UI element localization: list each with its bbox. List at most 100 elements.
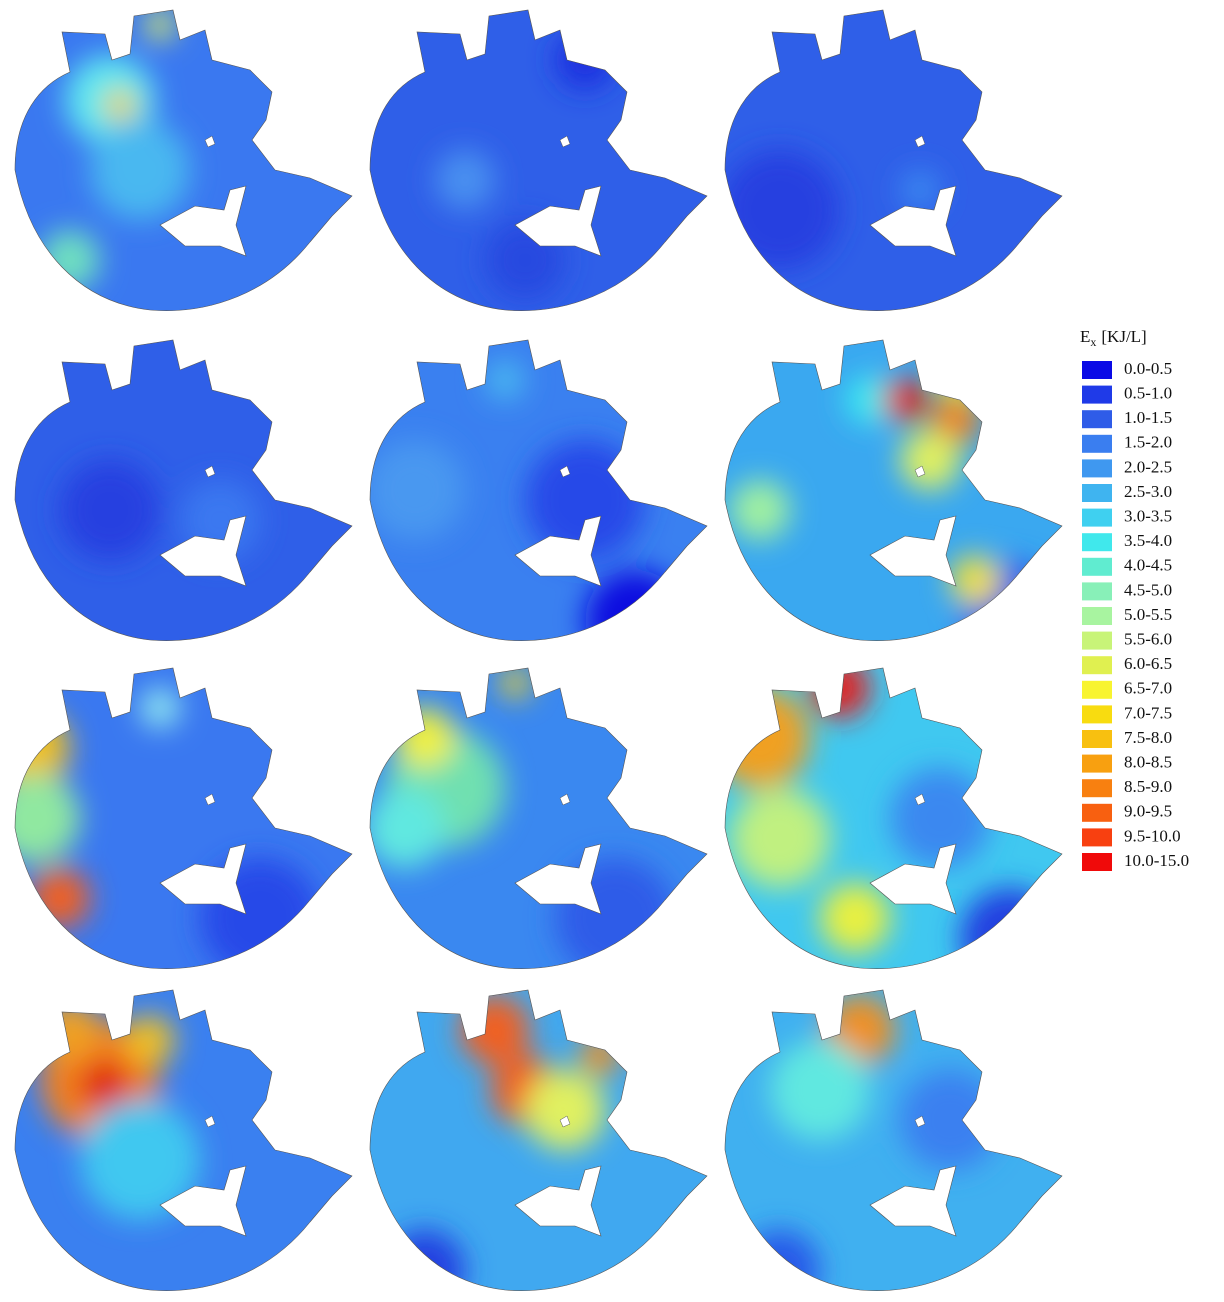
legend-swatch [1082, 607, 1112, 625]
map-panel [720, 10, 1065, 320]
legend-label: 9.0-9.5 [1124, 802, 1172, 821]
legend-swatch [1082, 484, 1112, 502]
map-blob [525, 1070, 605, 1150]
map-blob [960, 888, 1060, 988]
legend-label: 1.5-2.0 [1124, 433, 1172, 452]
legend-entries: 0.0-0.5 0.5-1.0 1.0-1.5 1.5-2.0 2.0-2.5 2.5-3… [1082, 359, 1189, 871]
map-fill [10, 10, 355, 320]
map-blob [125, 1015, 175, 1065]
legend-label: 3.5-4.0 [1124, 531, 1172, 550]
map-blob [730, 480, 790, 540]
legend-title-unit: [KJ/L] [1101, 327, 1146, 346]
legend-label: 5.0-5.5 [1124, 605, 1172, 624]
legend-swatch [1082, 681, 1112, 699]
legend-swatch [1082, 632, 1112, 650]
map-blob [580, 1035, 620, 1075]
legend-swatch [1082, 730, 1112, 748]
legend-label: 2.5-3.0 [1124, 482, 1172, 501]
map-blob [730, 788, 830, 888]
map-blob [900, 170, 940, 210]
map-panel [365, 990, 710, 1297]
map-blob [720, 150, 840, 270]
legend-swatch [1082, 656, 1112, 674]
map-blob [80, 1060, 130, 1110]
map-fill [365, 10, 710, 320]
map-blob [365, 440, 465, 540]
legend-title: Ex [KJ/L] [1080, 327, 1147, 349]
map-blob [90, 120, 190, 220]
map-panels [0, 10, 1065, 1297]
map-panel [10, 990, 355, 1297]
legend-swatch [1082, 361, 1112, 379]
legend-title-symbol: E [1080, 327, 1090, 346]
figure: Ex [KJ/L] 0.0-0.5 0.5-1.0 1.0-1.5 1.5-2.0 2.0… [0, 0, 1224, 1297]
map-blob [104, 89, 136, 121]
map-background [10, 340, 355, 650]
map-blob [435, 150, 495, 210]
legend-swatch [1082, 582, 1112, 600]
legend-label: 6.5-7.0 [1124, 679, 1172, 698]
map-panel [10, 10, 355, 320]
map-fill [365, 990, 710, 1297]
map-blob [460, 995, 530, 1065]
map-blob [810, 658, 870, 718]
legend-swatch [1082, 509, 1112, 527]
map-fill [720, 10, 1065, 320]
legend-label: 7.0-7.5 [1124, 703, 1172, 722]
map-fill [365, 668, 710, 978]
legend-swatch [1082, 705, 1112, 723]
legend-label: 4.0-4.5 [1124, 556, 1172, 575]
map-blob [950, 555, 1000, 605]
legend-swatch [1082, 533, 1112, 551]
map-blob [145, 10, 175, 40]
map-blob [140, 688, 180, 728]
map-blob [555, 30, 615, 90]
legend-label: 9.5-10.0 [1124, 826, 1181, 845]
map-blob [485, 360, 525, 400]
legend-label: 1.0-1.5 [1124, 408, 1172, 427]
legend-swatch [1082, 386, 1112, 404]
legend-swatch [1082, 435, 1112, 453]
legend-swatch [1082, 755, 1112, 773]
map-panel [710, 658, 1065, 988]
legend-swatch [1082, 853, 1112, 871]
legend-label: 2.0-2.5 [1124, 457, 1172, 476]
legend-label: 3.0-3.5 [1124, 507, 1172, 526]
map-panel [720, 990, 1065, 1297]
map-background [365, 990, 710, 1297]
map-blob [60, 460, 160, 560]
map-fill [720, 340, 1065, 660]
legend-title-subscript: x [1090, 335, 1096, 349]
legend-swatch [1082, 779, 1112, 797]
legend-swatch [1082, 558, 1112, 576]
map-panel [365, 668, 710, 978]
map-blob [500, 668, 530, 698]
legend-swatch [1082, 410, 1112, 428]
legend-label: 5.5-6.0 [1124, 630, 1172, 649]
map-fill [365, 340, 710, 670]
map-panel [0, 668, 355, 978]
map-blob [883, 378, 927, 422]
map-blob [30, 868, 90, 928]
map-blob [40, 230, 100, 290]
map-fill [10, 990, 355, 1297]
legend-label: 0.0-0.5 [1124, 359, 1172, 378]
map-fill [710, 658, 1065, 988]
map-fill [720, 990, 1065, 1297]
map-fill [10, 340, 355, 650]
legend-swatch [1082, 804, 1112, 822]
map-panel [10, 340, 355, 650]
legend-label: 7.5-8.0 [1124, 728, 1172, 747]
legend-swatch [1082, 828, 1112, 846]
legend-label: 4.5-5.0 [1124, 580, 1172, 599]
map-blob [770, 1040, 870, 1140]
legend: Ex [KJ/L] 0.0-0.5 0.5-1.0 1.0-1.5 1.5-2.0 2.0… [1080, 327, 1189, 871]
legend-label: 8.0-8.5 [1124, 753, 1172, 772]
map-fill [0, 668, 355, 978]
legend-label: 10.0-15.0 [1124, 851, 1189, 870]
map-panel [720, 340, 1065, 660]
map-blob [940, 360, 980, 400]
legend-label: 0.5-1.0 [1124, 384, 1172, 403]
legend-swatch [1082, 459, 1112, 477]
map-blob [900, 430, 960, 490]
